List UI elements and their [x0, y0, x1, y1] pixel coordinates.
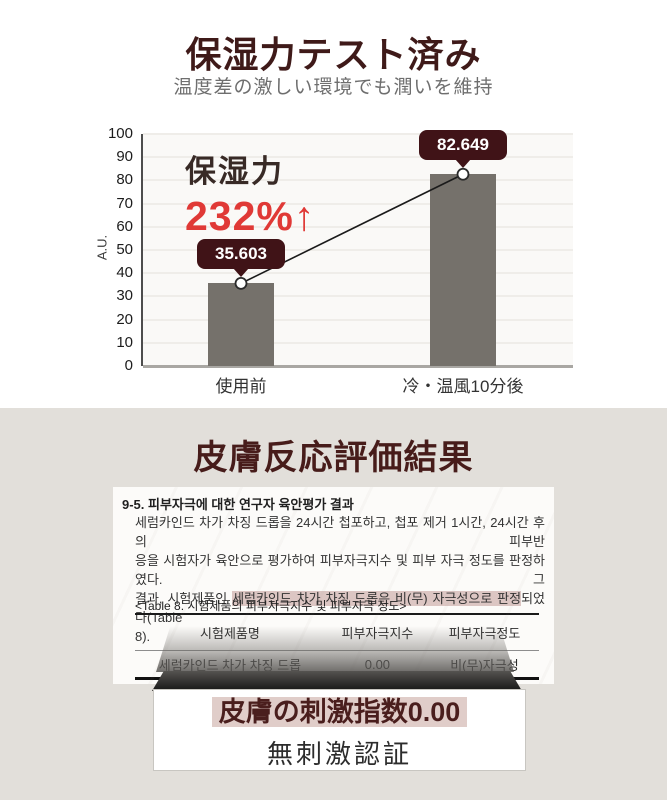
report-heading: 9-5. 피부자극에 대한 연구자 육안평가 결과 — [122, 497, 354, 512]
table-caption: <Table 8. 시험제품의 피부자극지수 및 피부자극 정도> — [135, 599, 407, 613]
row-shadow-gradient — [156, 626, 514, 672]
irritation-index-line: 皮膚の刺激指数0.00 — [211, 690, 468, 729]
gridline — [143, 133, 573, 135]
y-tick-label: 0 — [124, 357, 133, 374]
y-tick-label: 70 — [116, 194, 133, 212]
certification-callout: 皮膚の刺激指数0.00 無刺激認証 — [153, 689, 526, 771]
y-tick-label: 100 — [107, 125, 133, 142]
annotation-label: 保湿力 — [185, 154, 284, 189]
report-body-line: 세럼카인드 차가 차징 드롭을 24시간 첩포하고, 첩포 제거 1시간, 24… — [135, 515, 545, 549]
value-badge-1: 82.649 — [419, 130, 507, 161]
no-irritation-certified-text: 無刺激認証 — [266, 738, 412, 769]
y-tick-label: 10 — [116, 333, 133, 351]
moisture-section-title: 保湿力テスト済み — [185, 34, 482, 75]
highlighted-result-text: 세럼카인드 차가 차징 드롭은 비(무) 자극성으로 판정 — [232, 591, 522, 606]
report-body-line: 결과, 시험제품인 세럼카인드 차가 차징 드롭은 비(무) 자극성으로 판정되… — [135, 589, 545, 627]
bar-1 — [430, 174, 496, 366]
x-tick-label-1: 冷・温風10分後 — [402, 377, 524, 396]
report-body-text: 결과, 시험제품인 — [135, 591, 233, 606]
x-axis-line — [143, 365, 573, 368]
y-tick-label: 20 — [116, 310, 133, 328]
bar-0 — [208, 283, 274, 366]
gridline — [143, 272, 573, 275]
y-tick-label: 40 — [116, 264, 133, 282]
gridline — [143, 156, 573, 159]
y-tick-label: 50 — [116, 241, 133, 258]
report-body: 세럼카인드 차가 차징 드롭을 24시간 첩포하고, 첩포 제거 1시간, 24… — [135, 513, 545, 646]
y-tick-label: 30 — [116, 287, 133, 305]
x-tick-label-0: 使用前 — [215, 377, 267, 396]
skin-section-title: 皮膚反応評価結果 — [193, 439, 474, 477]
gridline — [143, 318, 573, 321]
moisture-test-section: 保湿力テスト済み 温度差の激しい環境でも潤いを維持 A.U. 35.603 82… — [0, 0, 667, 408]
y-tick-label: 90 — [116, 148, 133, 166]
gridline — [143, 341, 573, 344]
callout-pedestal — [152, 671, 522, 691]
y-tick-label: 80 — [116, 171, 133, 189]
annotation-value: 232%↑ — [185, 193, 316, 239]
gridline — [143, 295, 573, 298]
increase-annotation: 保湿力 232%↑ — [185, 146, 315, 240]
value-badge-0: 35.603 — [197, 239, 285, 270]
y-tick-label: 60 — [116, 217, 133, 235]
report-body-line: 응을 시험자가 육안으로 평가하여 피부자극지수 및 피부 자극 정도를 판정하… — [135, 553, 545, 587]
y-axis-line — [141, 134, 143, 366]
moisture-section-subtitle: 温度差の激しい環境でも潤いを維持 — [173, 77, 494, 98]
irritation-index-text: 皮膚の刺激指数0.00 — [211, 696, 468, 727]
